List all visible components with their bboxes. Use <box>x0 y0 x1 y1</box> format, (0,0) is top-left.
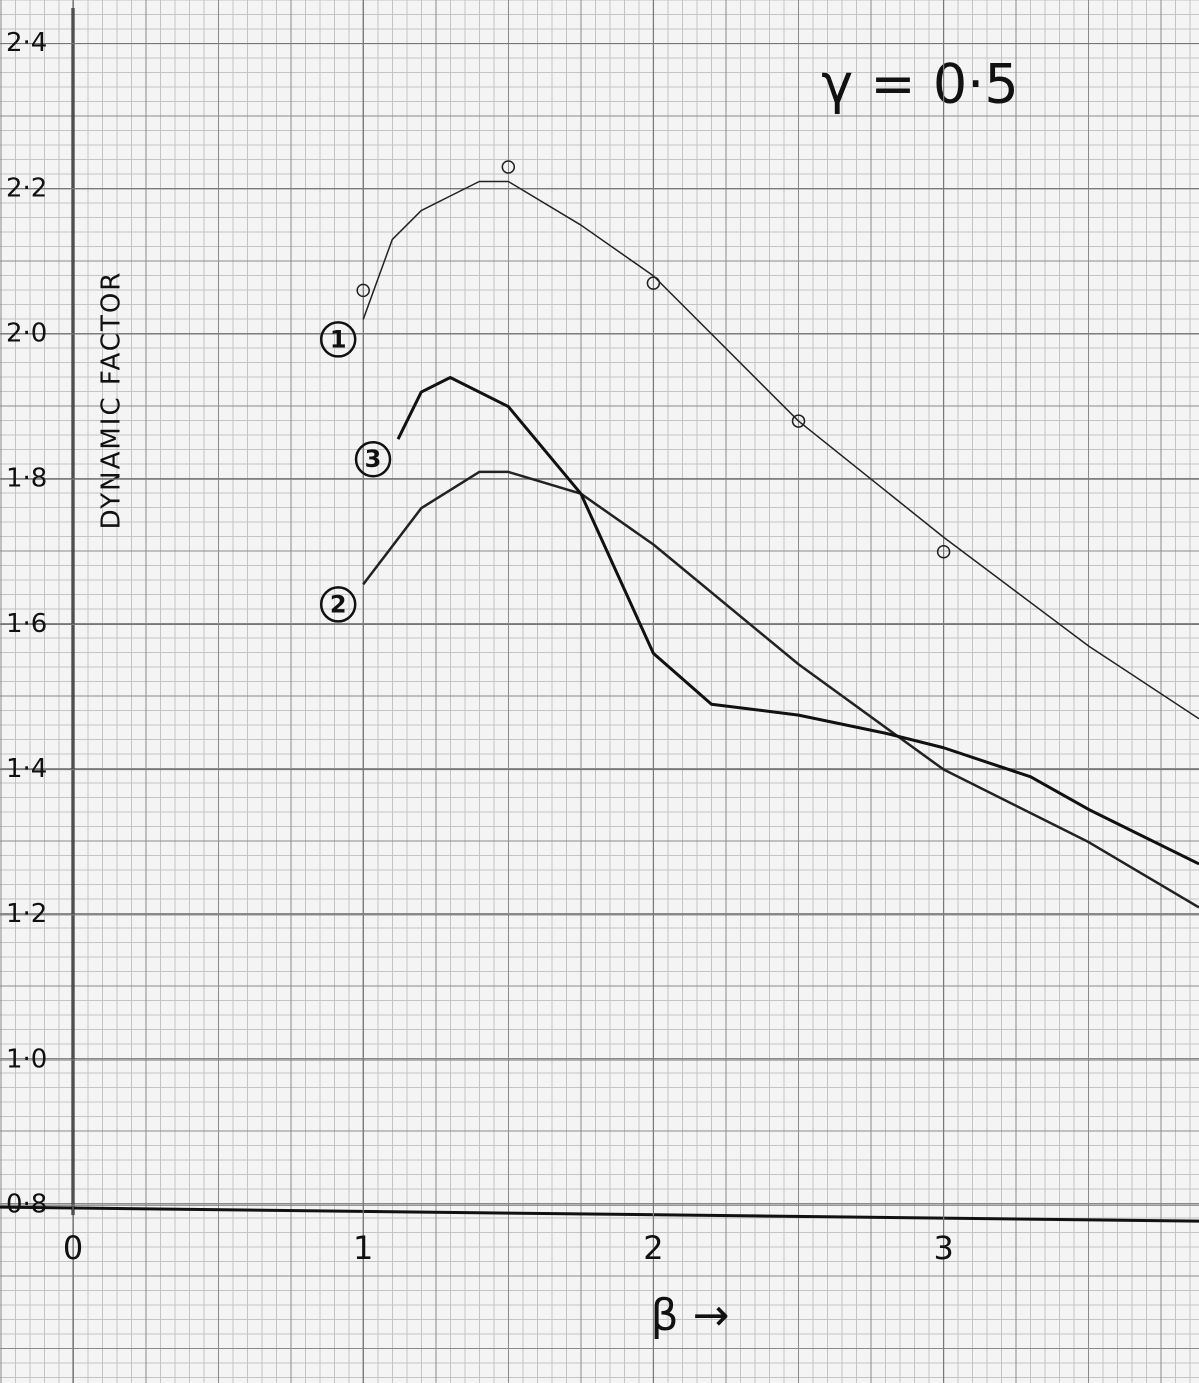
y-tick-label: 2·2 <box>6 173 47 203</box>
y-tick-label: 0·8 <box>6 1190 47 1220</box>
series-line <box>362 180 1199 720</box>
y-tick-label: 1·0 <box>6 1044 47 1074</box>
data-point <box>936 544 951 559</box>
data-point <box>356 283 370 298</box>
x-tick-label: 3 <box>933 1229 953 1267</box>
y-tick-label: 1·6 <box>6 609 47 639</box>
annotation: γ = 0·5 <box>821 53 1018 116</box>
series-line <box>396 376 1199 866</box>
y-tick-label: 2·4 <box>6 28 47 58</box>
data-point <box>501 160 516 174</box>
y-tick-label: 2·0 <box>6 318 47 348</box>
x-axis-label: β → <box>651 1290 730 1341</box>
y-tick-label: 1·2 <box>6 899 47 929</box>
series-line <box>362 470 1199 909</box>
series-label-ring <box>319 321 357 358</box>
series-label-ring <box>354 440 392 478</box>
y-axis-label: DYNAMIC FACTOR <box>97 271 127 530</box>
series-label: 2 <box>330 590 347 618</box>
series-label-ring <box>319 586 357 623</box>
x-tick-label: 0 <box>63 1229 83 1267</box>
series-label: 1 <box>330 325 347 353</box>
data-point <box>791 414 806 428</box>
series-label: 3 <box>365 445 382 473</box>
y-tick-label: 1·4 <box>6 754 47 784</box>
x-axis <box>0 1205 1199 1223</box>
y-tick-label: 1·8 <box>6 464 47 494</box>
data-point <box>646 276 661 290</box>
x-tick-label: 1 <box>353 1229 373 1267</box>
x-tick-label: 2 <box>643 1229 663 1267</box>
